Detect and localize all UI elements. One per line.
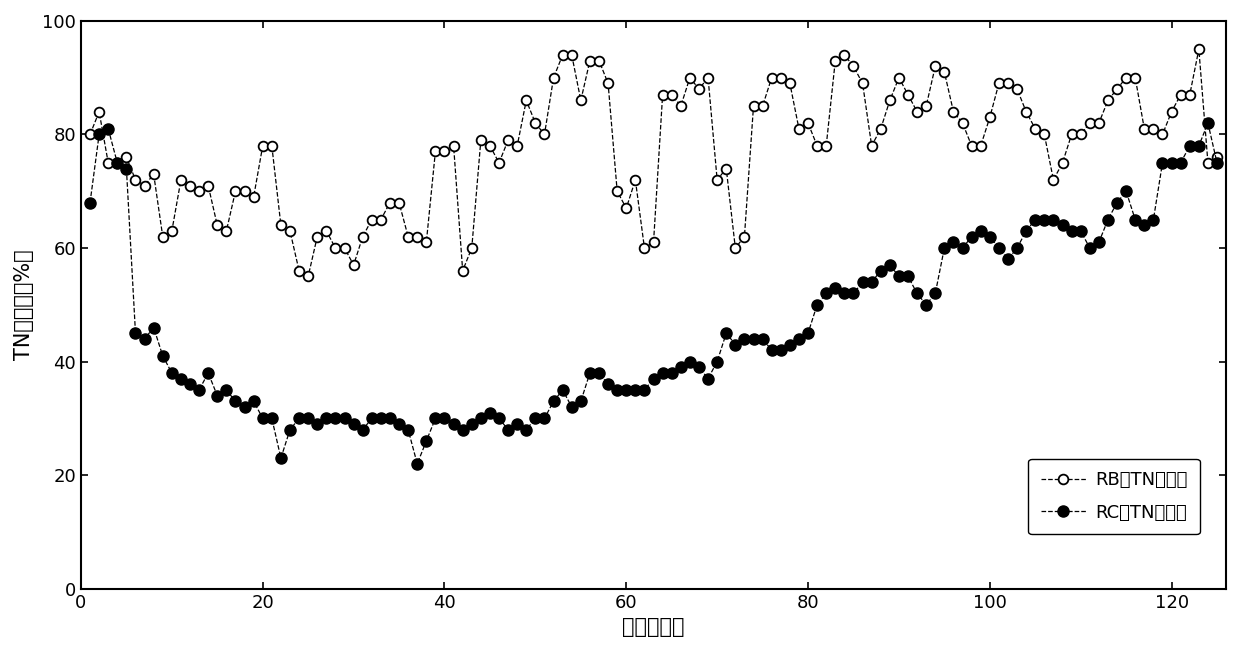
RC中TN去除率	[83, 199, 98, 206]
RC中TN去除率	[373, 415, 388, 422]
RB中TN去除率	[356, 233, 371, 241]
RB中TN去除率	[382, 199, 397, 206]
Line: RB中TN去除率: RB中TN去除率	[86, 44, 1221, 281]
RB中TN去除率	[301, 273, 316, 281]
RB中TN去除率	[1037, 131, 1052, 139]
RC中TN去除率	[1200, 119, 1215, 127]
RC中TN去除率	[409, 460, 424, 467]
Y-axis label: TN去除率（%）: TN去除率（%）	[14, 249, 33, 360]
RC中TN去除率	[1064, 227, 1079, 235]
RB中TN去除率	[1192, 46, 1207, 53]
X-axis label: 时间（天）: 时间（天）	[622, 617, 684, 637]
RC中TN去除率	[1146, 215, 1161, 223]
RB中TN去除率	[1209, 153, 1224, 161]
RC中TN去除率	[346, 420, 361, 428]
Line: RC中TN去除率: RC中TN去除率	[84, 118, 1223, 469]
RC中TN去除率	[791, 335, 806, 343]
RB中TN去除率	[1146, 125, 1161, 133]
RB中TN去除率	[1064, 131, 1079, 139]
Legend: RB中TN去除率, RC中TN去除率: RB中TN去除率, RC中TN去除率	[1028, 458, 1200, 534]
RC中TN去除率	[1037, 215, 1052, 223]
RC中TN去除率	[1209, 159, 1224, 167]
RB中TN去除率	[791, 125, 806, 133]
RB中TN去除率	[83, 131, 98, 139]
